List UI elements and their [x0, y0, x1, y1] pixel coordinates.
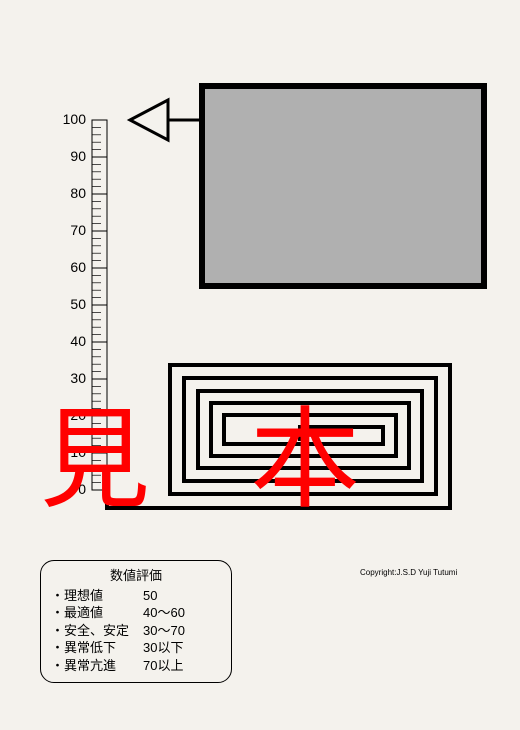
ruler-tick-label: 40 — [56, 333, 86, 349]
ruler-tick-label: 90 — [56, 148, 86, 164]
legend-title: 数値評価 — [51, 567, 221, 585]
legend-row: ・最適値40～60 — [51, 604, 221, 622]
ruler-tick-label: 0 — [56, 481, 86, 497]
legend-value: 40～60 — [143, 605, 185, 620]
legend-label: ・最適値 — [51, 604, 143, 622]
legend-value: 30以下 — [143, 640, 183, 655]
ruler-tick-label: 60 — [56, 259, 86, 275]
ruler-tick-label: 50 — [56, 296, 86, 312]
ruler-tick-label: 30 — [56, 370, 86, 386]
legend-row: ・異常低下30以下 — [51, 639, 221, 657]
legend-value: 70以上 — [143, 658, 183, 673]
legend-row: ・安全、安定30～70 — [51, 622, 221, 640]
legend-label: ・安全、安定 — [51, 622, 143, 640]
copyright-text: Copyright:J.S.D Yuji Tutumi — [360, 568, 457, 577]
legend-label: ・理想値 — [51, 587, 143, 605]
legend-row: ・理想値50 — [51, 587, 221, 605]
legend-label: ・異常低下 — [51, 639, 143, 657]
ruler-tick-label: 80 — [56, 185, 86, 201]
ruler-tick-label: 20 — [56, 407, 86, 423]
legend-value: 50 — [143, 588, 157, 603]
ruler-tick-label: 10 — [56, 444, 86, 460]
ruler-tick-label: 70 — [56, 222, 86, 238]
legend-value: 30～70 — [143, 623, 185, 638]
legend-label: ・異常亢進 — [51, 657, 143, 675]
legend-box: 数値評価 ・理想値50・最適値40～60・安全、安定30～70・異常低下30以下… — [40, 560, 232, 683]
ruler-tick-label: 100 — [56, 111, 86, 127]
legend-row: ・異常亢進70以上 — [51, 657, 221, 675]
